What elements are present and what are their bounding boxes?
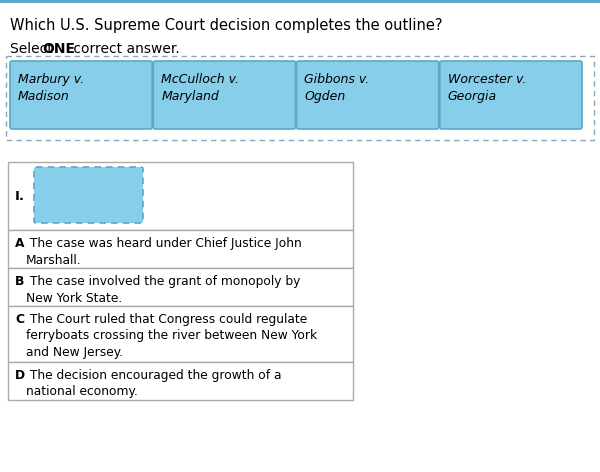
- Text: The decision encouraged the growth of a
national economy.: The decision encouraged the growth of a …: [26, 369, 281, 398]
- FancyBboxPatch shape: [8, 306, 353, 362]
- Text: I.: I.: [15, 189, 25, 202]
- Text: McCulloch v.
Maryland: McCulloch v. Maryland: [161, 73, 239, 103]
- Text: ONE: ONE: [42, 42, 75, 56]
- FancyBboxPatch shape: [0, 0, 600, 3]
- Text: A: A: [15, 237, 25, 250]
- Text: D: D: [15, 369, 25, 382]
- Text: Select: Select: [10, 42, 57, 56]
- Text: Which U.S. Supreme Court decision completes the outline?: Which U.S. Supreme Court decision comple…: [10, 18, 443, 33]
- FancyBboxPatch shape: [153, 61, 296, 129]
- Text: The case was heard under Chief Justice John
Marshall.: The case was heard under Chief Justice J…: [26, 237, 302, 267]
- Text: correct answer.: correct answer.: [69, 42, 180, 56]
- Text: Worcester v.
Georgia: Worcester v. Georgia: [448, 73, 526, 103]
- Text: Gibbons v.
Ogden: Gibbons v. Ogden: [305, 73, 370, 103]
- FancyBboxPatch shape: [440, 61, 582, 129]
- Text: C: C: [15, 313, 24, 326]
- Text: Marbury v.
Madison: Marbury v. Madison: [18, 73, 84, 103]
- FancyBboxPatch shape: [34, 167, 143, 223]
- Text: The case involved the grant of monopoly by
New York State.: The case involved the grant of monopoly …: [26, 275, 301, 304]
- FancyBboxPatch shape: [8, 362, 353, 400]
- FancyBboxPatch shape: [296, 61, 439, 129]
- FancyBboxPatch shape: [8, 268, 353, 306]
- Text: The Court ruled that Congress could regulate
ferryboats crossing the river betwe: The Court ruled that Congress could regu…: [26, 313, 317, 359]
- FancyBboxPatch shape: [8, 162, 353, 230]
- FancyBboxPatch shape: [10, 61, 152, 129]
- FancyBboxPatch shape: [8, 230, 353, 268]
- Text: B: B: [15, 275, 25, 288]
